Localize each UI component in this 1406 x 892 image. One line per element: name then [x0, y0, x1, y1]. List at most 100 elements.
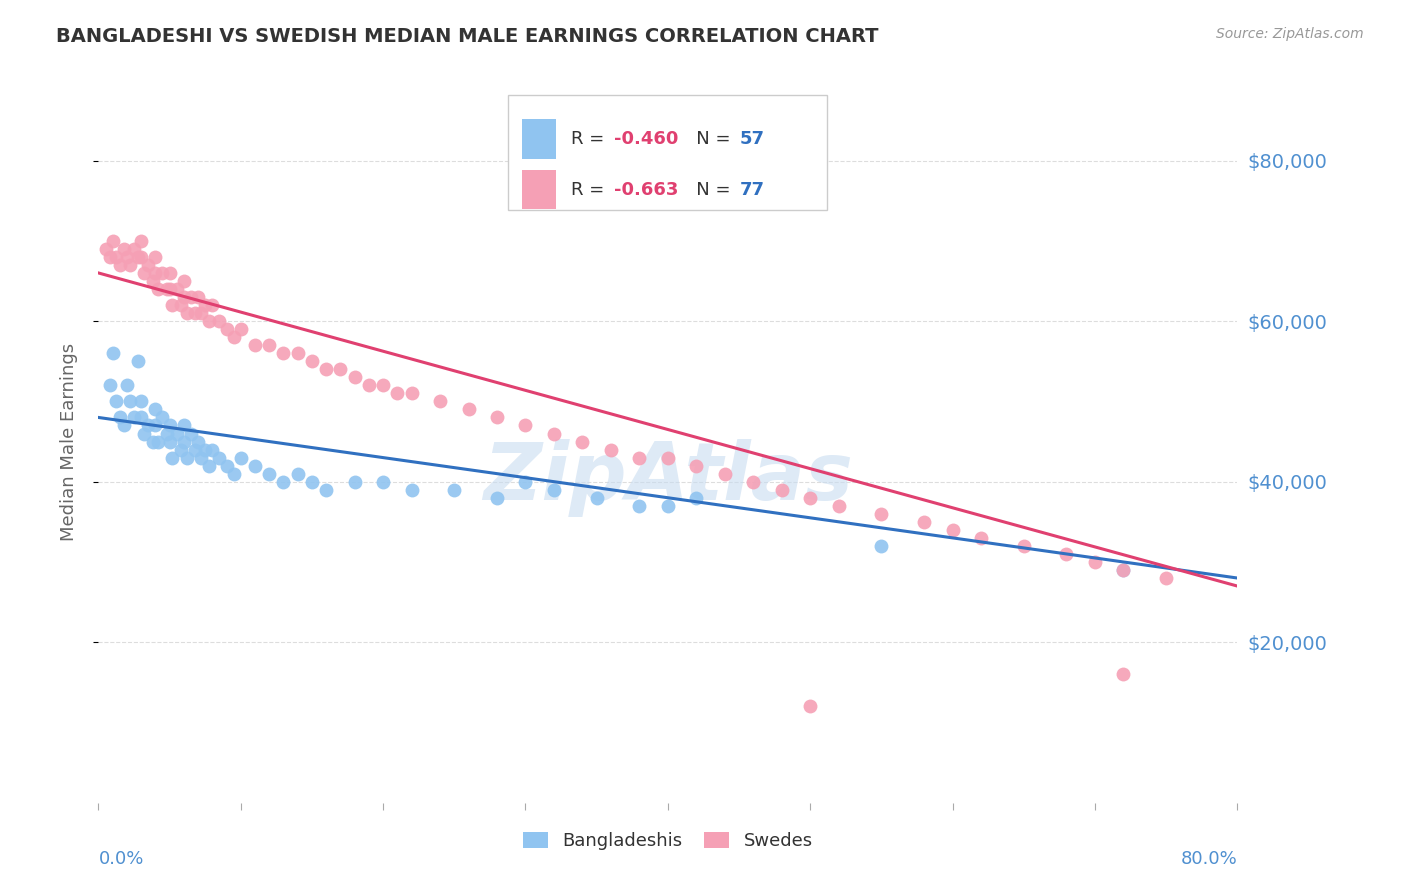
Point [112, 242, 135, 256]
Point [315, 362, 337, 376]
Point [122, 410, 145, 425]
Text: 80.0%: 80.0% [1181, 850, 1237, 868]
Point [628, 499, 651, 513]
Point [486, 491, 509, 505]
Text: N =: N = [679, 129, 737, 148]
Point [1154, 571, 1177, 585]
Point [101, 346, 124, 360]
Point [98, 378, 121, 392]
Point [104, 250, 127, 264]
FancyBboxPatch shape [509, 95, 827, 211]
Text: 77: 77 [740, 180, 765, 199]
Point [208, 450, 231, 465]
Legend: Bangladeshis, Swedes: Bangladeshis, Swedes [513, 822, 823, 859]
Point [343, 370, 366, 384]
Point [287, 467, 309, 481]
Point [828, 499, 851, 513]
Point [122, 242, 145, 256]
Point [198, 314, 221, 328]
Text: Source: ZipAtlas.com: Source: ZipAtlas.com [1216, 27, 1364, 41]
Point [170, 442, 193, 457]
Point [571, 434, 593, 449]
Point [208, 314, 231, 328]
Point [1112, 667, 1135, 681]
Text: ZipAtlas: ZipAtlas [482, 439, 853, 516]
Point [1112, 563, 1135, 577]
Point [180, 290, 202, 304]
Point [401, 483, 423, 497]
Point [101, 234, 124, 248]
Point [600, 442, 623, 457]
Point [273, 346, 295, 360]
Point [301, 354, 323, 368]
Point [585, 491, 607, 505]
Point [184, 442, 207, 457]
Point [145, 250, 167, 264]
Point [145, 418, 167, 433]
Point [190, 306, 212, 320]
Point [401, 386, 423, 401]
Point [259, 467, 281, 481]
Point [145, 402, 167, 417]
Point [132, 266, 155, 280]
Text: N =: N = [679, 180, 737, 199]
Point [657, 499, 679, 513]
Point [108, 258, 131, 272]
Point [799, 699, 821, 714]
Point [136, 418, 159, 433]
Point [94, 242, 117, 256]
Point [136, 258, 159, 272]
Point [912, 515, 935, 529]
Point [1012, 539, 1035, 553]
Point [159, 266, 181, 280]
Point [1112, 563, 1135, 577]
Point [176, 450, 198, 465]
Point [118, 258, 141, 272]
Point [112, 418, 135, 433]
Point [194, 442, 217, 457]
Point [159, 282, 181, 296]
Point [98, 250, 121, 264]
Point [243, 338, 266, 352]
Text: -0.460: -0.460 [614, 129, 679, 148]
Point [685, 458, 707, 473]
Point [187, 434, 209, 449]
Point [1084, 555, 1107, 569]
Point [104, 394, 127, 409]
Point [173, 274, 195, 288]
Point [222, 467, 245, 481]
Point [443, 483, 465, 497]
Point [156, 426, 179, 441]
Point [162, 298, 184, 312]
Point [515, 475, 537, 489]
Point [970, 531, 993, 545]
Point [287, 346, 309, 360]
Point [243, 458, 266, 473]
Point [657, 450, 679, 465]
Point [357, 378, 380, 392]
Point [229, 322, 252, 336]
Point [329, 362, 352, 376]
Point [543, 426, 565, 441]
Point [429, 394, 451, 409]
Point [159, 418, 181, 433]
Point [387, 386, 409, 401]
Text: R =: R = [571, 129, 610, 148]
Point [229, 450, 252, 465]
FancyBboxPatch shape [522, 169, 557, 210]
Point [770, 483, 793, 497]
Point [190, 450, 212, 465]
Point [198, 458, 221, 473]
Point [180, 426, 202, 441]
Point [215, 458, 238, 473]
Point [315, 483, 337, 497]
Point [870, 539, 893, 553]
Point [156, 282, 179, 296]
Point [115, 378, 138, 392]
Point [152, 266, 174, 280]
Point [148, 434, 170, 449]
Point [141, 274, 163, 288]
Point [1056, 547, 1078, 561]
Point [799, 491, 821, 505]
Point [259, 338, 281, 352]
